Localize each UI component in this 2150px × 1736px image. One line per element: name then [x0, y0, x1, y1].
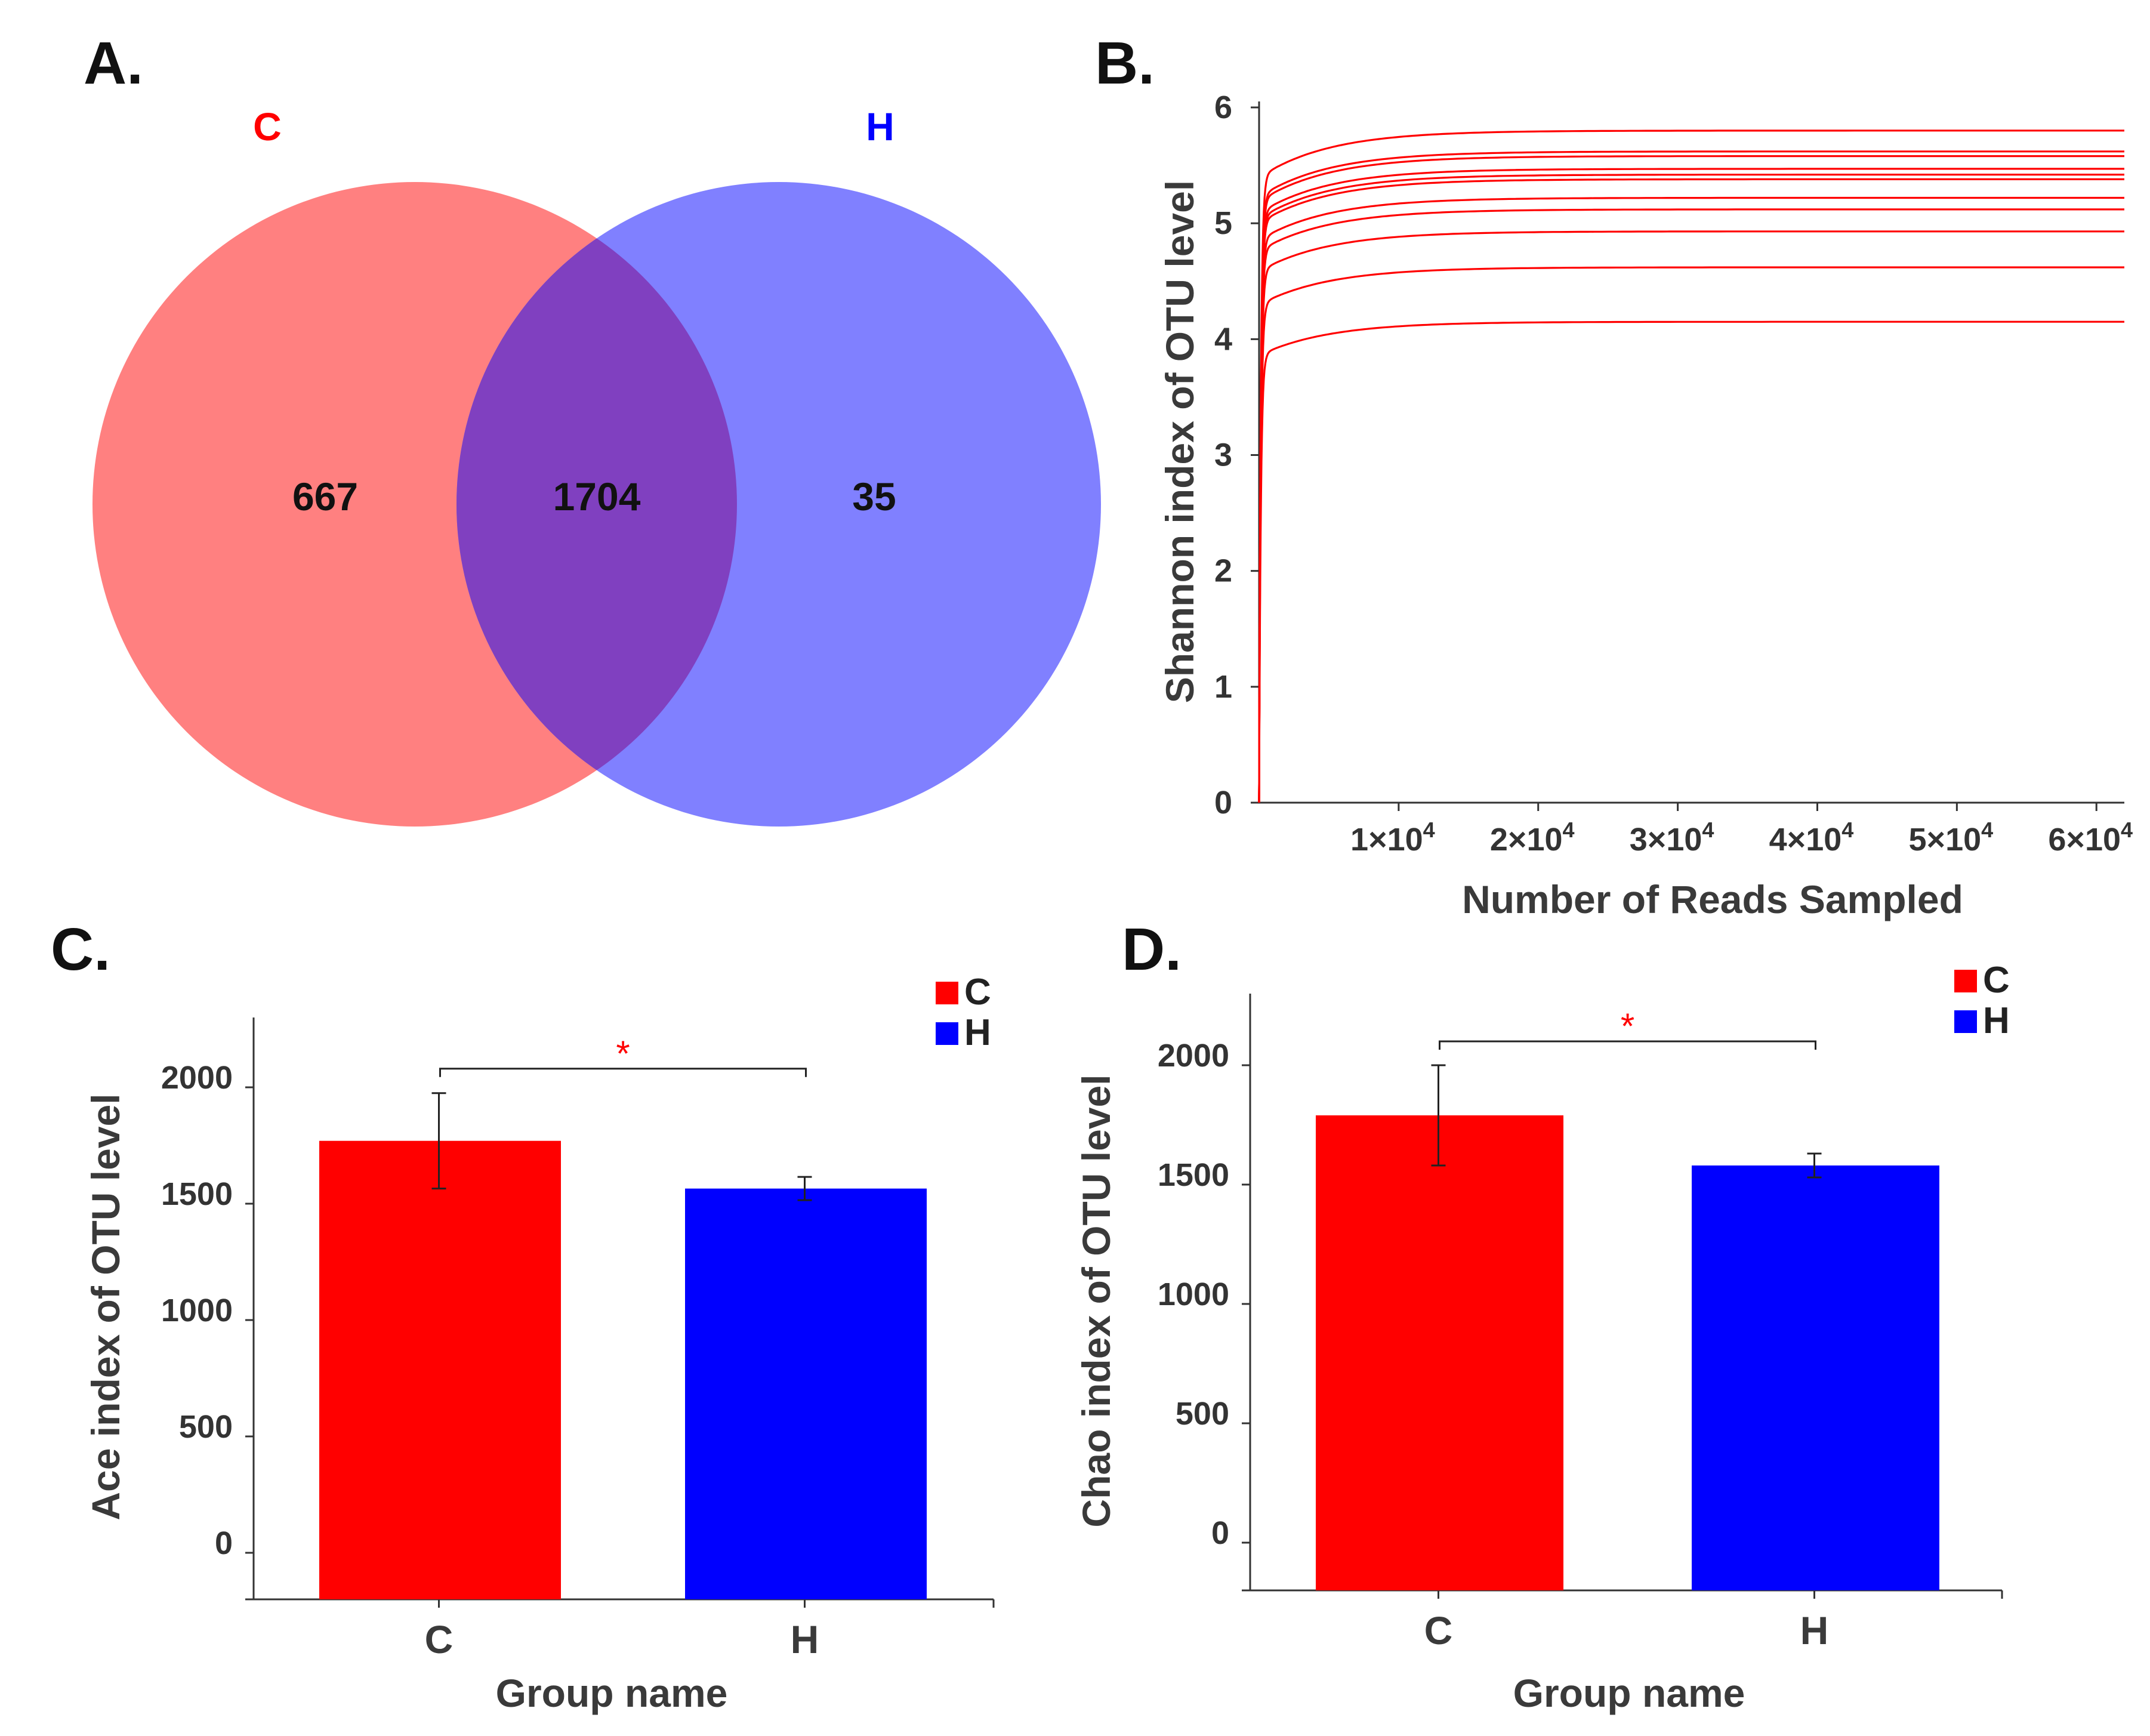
x-tick-base: 6×10: [2048, 822, 2121, 858]
bar-c: [319, 1140, 561, 1599]
legend-swatch-c: [936, 982, 958, 1004]
x-tick-label: 3×104: [1630, 818, 1714, 858]
x-axis-label: Group name: [496, 1671, 728, 1715]
y-tick-label: 0: [215, 1525, 233, 1561]
y-tick-label: 3: [1214, 437, 1232, 473]
y-tick-label: 5: [1214, 205, 1232, 241]
x-tick-base: 3×10: [1630, 822, 1702, 858]
shannon-series-line: [1258, 150, 2124, 803]
bar-c: [1316, 1115, 1563, 1590]
x-tick-exponent: 4: [1841, 818, 1853, 842]
shannon-series-line: [1258, 129, 2124, 803]
y-tick-label: 2000: [1158, 1038, 1229, 1074]
venn-count-h-only: 35: [852, 474, 896, 519]
y-tick-label: 500: [179, 1409, 233, 1445]
shannon-series-line: [1258, 320, 2124, 803]
y-tick-label: 2000: [161, 1060, 233, 1096]
x-tick-label: C: [1424, 1608, 1453, 1652]
x-axis-label: Group name: [1513, 1671, 1745, 1715]
panel-d-letter: D.: [1122, 916, 1182, 983]
legend-swatch-h: [1954, 1010, 1977, 1033]
x-tick-label: 5×104: [1909, 818, 1994, 858]
significance-star: *: [616, 1034, 630, 1074]
bar-h: [685, 1188, 927, 1599]
y-axis-label: Chao index of OTU level: [1074, 1074, 1118, 1527]
bar-h: [1692, 1165, 1939, 1590]
legend-swatch-h: [936, 1022, 958, 1045]
x-tick-exponent: 4: [1563, 818, 1575, 842]
y-tick-label: 0: [1214, 785, 1232, 821]
x-axis-label: Number of Reads Sampled: [1462, 877, 1963, 921]
y-axis-label: Ace index of OTU level: [84, 1093, 128, 1520]
legend-swatch-c: [1954, 970, 1977, 992]
x-tick-exponent: 4: [1981, 818, 1993, 842]
x-tick-label: H: [1800, 1608, 1829, 1652]
x-tick-exponent: 4: [2121, 818, 2133, 842]
shannon-series-line: [1258, 208, 2124, 803]
x-tick-base: 5×10: [1909, 822, 1982, 858]
x-tick-exponent: 4: [1423, 818, 1435, 842]
x-tick-exponent: 4: [1702, 818, 1714, 842]
significance-star: *: [1621, 1006, 1634, 1046]
shannon-series-line: [1258, 178, 2124, 803]
x-tick-label: 6×104: [2048, 818, 2133, 858]
shannon-series-line: [1258, 230, 2124, 803]
shannon-series-line: [1258, 196, 2124, 803]
x-tick-label: H: [791, 1617, 819, 1661]
y-tick-label: 1000: [1158, 1276, 1229, 1312]
panel-b-letter: B.: [1095, 30, 1155, 97]
y-tick-label: 2: [1214, 553, 1232, 589]
y-tick-label: 1: [1214, 669, 1232, 705]
x-tick-label: 1×104: [1350, 818, 1435, 858]
x-tick-base: 1×10: [1350, 822, 1423, 858]
x-tick-base: 2×10: [1490, 822, 1563, 858]
x-tick-base: 4×10: [1769, 822, 1842, 858]
legend-label-c: C: [964, 972, 991, 1013]
y-tick-label: 6: [1214, 90, 1232, 125]
venn-diagram: C H 667 1704 35: [92, 104, 1101, 827]
legend-label-c: C: [1983, 960, 2010, 1001]
shannon-series-line: [1258, 168, 2124, 803]
venn-count-c-only: 667: [292, 474, 358, 519]
y-tick-label: 1000: [161, 1293, 233, 1328]
panel-a-letter: A.: [84, 30, 143, 97]
legend-label-h: H: [964, 1012, 991, 1053]
legend-label-h: H: [1983, 1000, 2010, 1041]
y-axis-label: Shannon index of OTU level: [1158, 180, 1202, 703]
venn-count-overlap: 1704: [553, 474, 641, 519]
venn-overlap-region: [456, 182, 737, 827]
panel-c-letter: C.: [51, 916, 110, 983]
shannon-series-line: [1258, 266, 2124, 803]
y-tick-label: 1500: [1158, 1157, 1229, 1193]
y-tick-label: 4: [1214, 321, 1232, 357]
y-tick-label: 500: [1176, 1396, 1229, 1432]
venn-set-h-label: H: [866, 104, 894, 149]
significance-bracket: [439, 1068, 807, 1077]
significance-bracket: [1439, 1040, 1816, 1050]
shannon-series-line: [1258, 174, 2124, 803]
venn-set-c-label: C: [253, 104, 282, 149]
y-tick-label: 1500: [161, 1176, 233, 1212]
y-tick-label: 0: [1211, 1515, 1229, 1551]
x-tick-label: 2×104: [1490, 818, 1575, 858]
x-tick-label: C: [425, 1617, 454, 1661]
shannon-series-line: [1258, 155, 2124, 803]
x-tick-label: 4×104: [1769, 818, 1854, 858]
